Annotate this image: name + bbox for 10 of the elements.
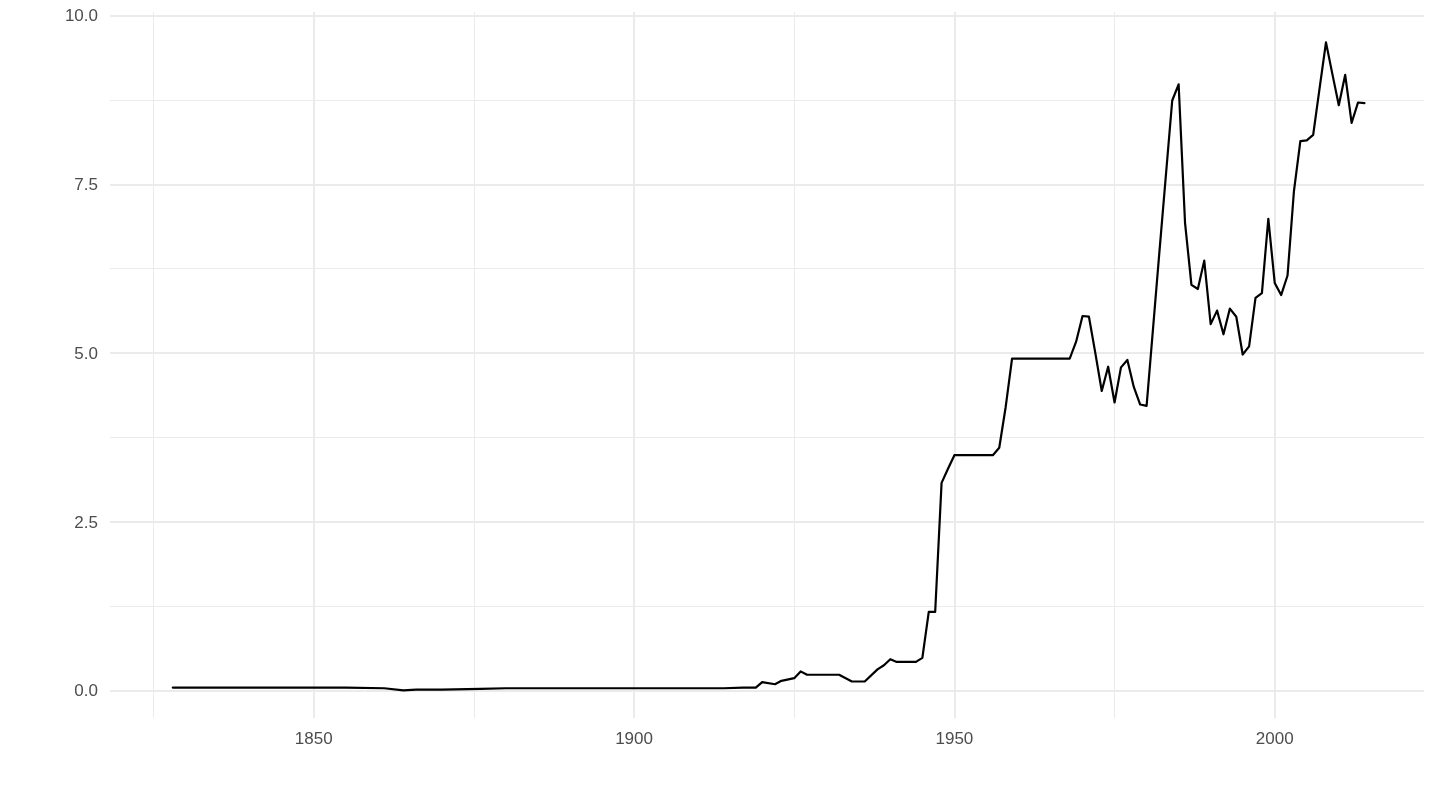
- y-tick-label: 2.5: [74, 512, 98, 532]
- y-tick-label: 10.0: [64, 5, 98, 25]
- y-tick-label: 7.5: [74, 174, 98, 194]
- x-tick-label: 2000: [1255, 729, 1294, 748]
- x-tick-label: 1850: [294, 729, 333, 748]
- x-tick-label: 1900: [615, 729, 653, 748]
- line-series: [171, 41, 1366, 692]
- y-tick-label: 0.0: [74, 681, 98, 701]
- y-tick-label: 5.0: [74, 343, 98, 363]
- x-tick-label: 1950: [935, 729, 974, 748]
